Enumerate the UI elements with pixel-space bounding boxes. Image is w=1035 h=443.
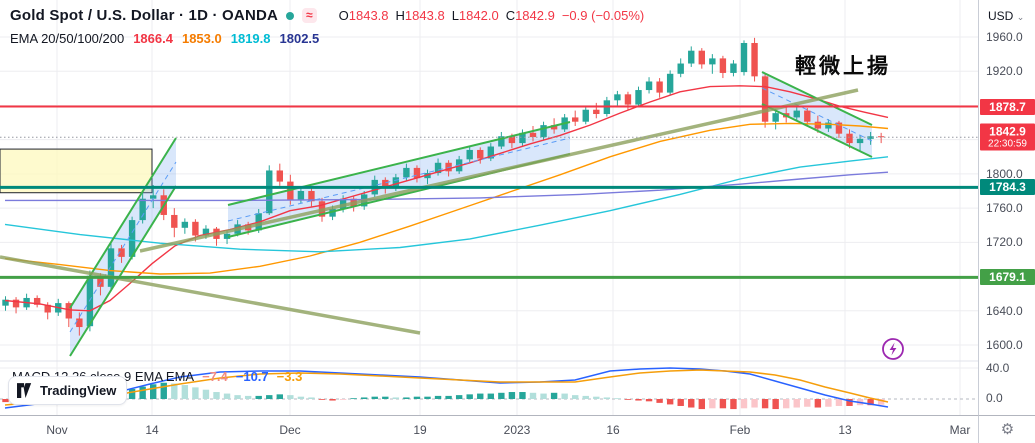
trendline-drawing[interactable] (0, 255, 421, 335)
time-axis-label: 19 (413, 423, 427, 437)
trendline-drawing[interactable] (139, 88, 859, 253)
close-value: 1842.9 (515, 8, 555, 23)
price-badge: 1679.1 (980, 269, 1035, 286)
price-axis-label: 1800.0 (986, 166, 1023, 181)
time-axis-label: 14 (145, 423, 159, 437)
price-axis-label: 1760.0 (986, 201, 1023, 216)
highlight-rectangle-drawing[interactable] (0, 148, 153, 194)
high-value: 1843.8 (404, 8, 445, 23)
macd-line-value: −10.7 (235, 369, 269, 384)
time-axis[interactable]: Nov 14 Dec 19 2023 16 Feb 13 Mar (0, 415, 978, 443)
ohlc-values: O1843.8 H1843.8 L1842.0 C1842.9 −0.9 (−0… (338, 8, 645, 23)
ema50-line (4, 122, 889, 275)
ema-values: 1866.4 1853.0 1819.8 1802.5 (133, 31, 328, 46)
time-axis-label: 2023 (503, 423, 531, 437)
macd-axis-label: 0.0 (986, 391, 1003, 405)
macd-signal-value: −3.3 (276, 369, 303, 384)
channel-drawings[interactable] (0, 71, 873, 357)
ema-label[interactable]: EMA 20/50/100/200 (10, 31, 125, 46)
chart-legend-row: Gold Spot / U.S. Dollar · 1D · OANDA ≈ O… (10, 7, 644, 24)
ema-value: 1853.0 (181, 31, 222, 46)
price-badge: 1878.7 (980, 98, 1035, 115)
time-axis-label: 16 (606, 423, 620, 437)
time-axis-label: Dec (279, 423, 301, 437)
text-annotation[interactable]: 輕微上揚 (795, 55, 891, 78)
tradingview-logo[interactable]: TradingView (8, 376, 128, 405)
macd-signal-line (4, 369, 889, 406)
price-axis-label: 1960.0 (986, 30, 1023, 44)
currency-dropdown[interactable]: USD ⌄ (988, 9, 1025, 23)
time-axis-label: 13 (838, 423, 852, 437)
price-badge: 1842.9 22:30:59 (980, 123, 1035, 151)
chevron-down-icon: ⌄ (1016, 12, 1025, 22)
macd-histogram-value: −7.4 (202, 369, 228, 384)
time-axis-label: Mar (949, 423, 971, 437)
price-axis-label: 1640.0 (986, 303, 1023, 318)
price-axis-label: 1600.0 (986, 338, 1023, 353)
open-value: 1843.8 (348, 8, 389, 23)
macd-pane (0, 367, 978, 410)
ema-value: 1819.8 (230, 31, 271, 46)
tradingview-logo-icon (17, 383, 32, 398)
macd-axis-label: 40.0 (986, 361, 1010, 375)
price-axis[interactable]: USD ⌄ 1960.0 1920.0 1800.0 1760.0 1720.0 1640… (978, 0, 1035, 415)
approx-price-badge: ≈ (302, 8, 317, 23)
price-badge: 1784.3 (980, 179, 1035, 196)
countdown-timer: 22:30:59 (988, 138, 1027, 150)
ema-value: 1866.4 (133, 31, 173, 46)
gear-icon[interactable]: ⚙ (1000, 421, 1015, 438)
horizontal-level-lines[interactable] (0, 105, 978, 279)
low-value: 1842.0 (458, 8, 499, 23)
ema-legend-row: EMA 20/50/100/200 1866.4 1853.0 1819.8 1802… (10, 31, 328, 46)
symbol-title[interactable]: Gold Spot / U.S. Dollar · 1D · OANDA (10, 7, 279, 24)
market-open-dot-icon (286, 11, 295, 20)
change-value: −0.9 (−0.05%) (561, 8, 645, 23)
price-axis-label: 1920.0 (986, 64, 1023, 79)
ema-value: 1802.5 (279, 31, 320, 46)
ema200-line (5, 171, 889, 202)
axis-settings-corner: ⚙ (978, 415, 1035, 443)
lightning-bolt-icon[interactable] (881, 337, 905, 361)
tradingview-logo-text: TradingView (40, 383, 117, 398)
price-axis-label: 1720.0 (986, 235, 1023, 250)
time-axis-label: Nov (46, 423, 68, 437)
time-axis-label: Feb (729, 423, 751, 437)
